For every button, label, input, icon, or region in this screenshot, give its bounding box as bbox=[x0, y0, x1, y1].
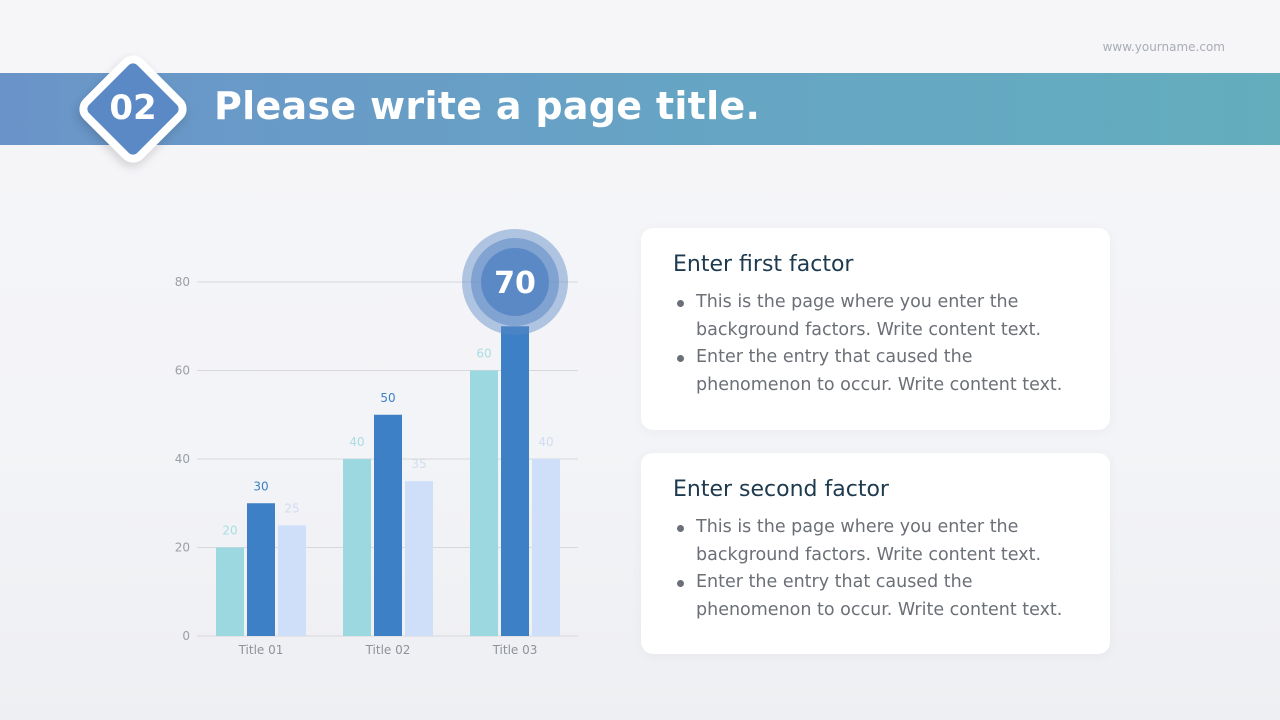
bar bbox=[470, 370, 498, 636]
section-number: 02 bbox=[109, 88, 157, 128]
y-tick-label: 0 bbox=[182, 629, 190, 643]
page-title: Please write a page title. bbox=[214, 84, 761, 128]
data-label: 60 bbox=[476, 347, 491, 361]
y-tick-label: 40 bbox=[175, 452, 190, 466]
bar bbox=[532, 459, 560, 636]
bullet: Enter the entry that caused the phenomen… bbox=[673, 344, 1078, 399]
y-tick-label: 20 bbox=[175, 541, 190, 555]
bar bbox=[374, 414, 402, 636]
card-heading: Enter first factor bbox=[673, 252, 854, 277]
bar bbox=[216, 547, 244, 636]
data-label: 25 bbox=[284, 501, 299, 515]
factor-card-1: Enter first factor This is the page wher… bbox=[641, 228, 1110, 430]
factor-card-2: Enter second factor This is the page whe… bbox=[641, 453, 1110, 654]
x-tick-label: Title 03 bbox=[492, 643, 538, 657]
bar bbox=[278, 525, 306, 636]
bullet: This is the page where you enter the bac… bbox=[673, 514, 1078, 569]
data-label: 50 bbox=[380, 391, 395, 405]
title-band bbox=[0, 73, 1280, 145]
data-label: 30 bbox=[253, 479, 268, 493]
highlight-circle bbox=[481, 248, 549, 316]
data-label: 20 bbox=[222, 524, 237, 538]
bar bbox=[247, 503, 275, 636]
bullet: Enter the entry that caused the phenomen… bbox=[673, 569, 1078, 624]
x-tick-label: Title 01 bbox=[238, 643, 284, 657]
bar bbox=[405, 481, 433, 636]
bullet: This is the page where you enter the bac… bbox=[673, 289, 1078, 344]
website-url: www.yourname.com bbox=[1102, 40, 1225, 54]
card-heading: Enter second factor bbox=[673, 477, 889, 502]
data-label: 35 bbox=[411, 457, 426, 471]
data-label: 40 bbox=[538, 435, 553, 449]
highlight-value: 70 bbox=[494, 266, 536, 301]
bar bbox=[343, 459, 371, 636]
y-tick-label: 80 bbox=[175, 275, 190, 289]
y-tick-label: 60 bbox=[175, 364, 190, 378]
x-tick-label: Title 02 bbox=[365, 643, 411, 657]
data-label: 40 bbox=[349, 435, 364, 449]
bar bbox=[501, 326, 529, 636]
bar-chart: 0 20 40 60 80 20 30 25 Title 01 40 50 35 Title 02 60 4… bbox=[175, 229, 578, 657]
